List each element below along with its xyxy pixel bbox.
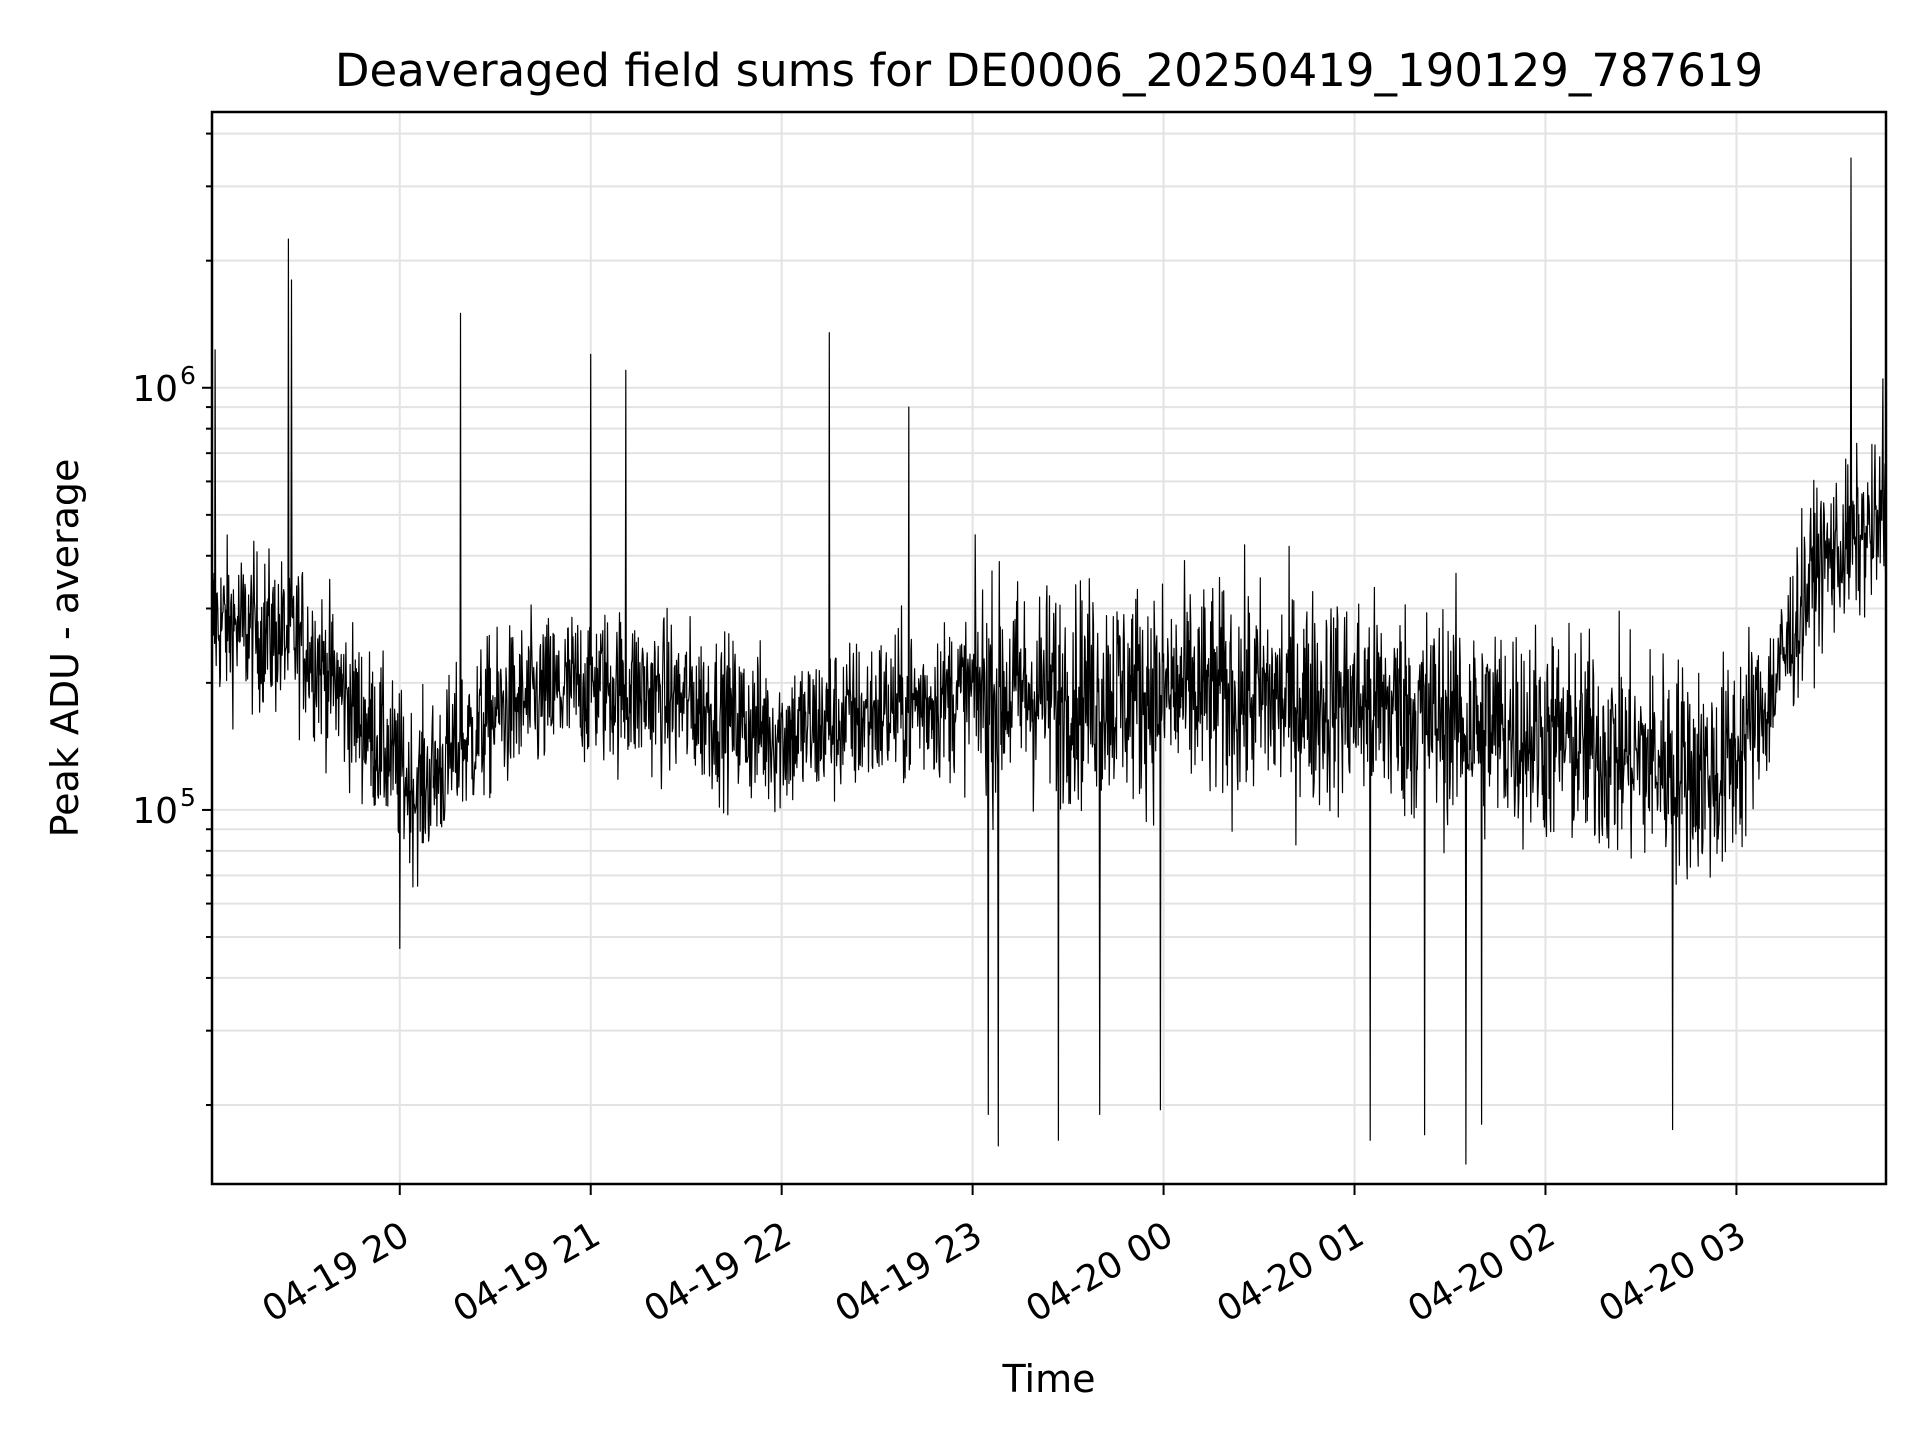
- chart-title: Deaveraged field sums for DE0006_2025041…: [335, 44, 1763, 97]
- x-axis-label: Time: [1002, 1357, 1096, 1401]
- y-tick-exponent: 5: [180, 783, 196, 812]
- y-tick-label: 10: [132, 791, 178, 832]
- series-line: [211, 157, 1887, 1165]
- plot-frame: [210, 110, 1888, 1186]
- y-axis-label: Peak ADU - average: [43, 459, 87, 838]
- y-tick-label: 10: [132, 369, 178, 410]
- series-layer: [211, 157, 1887, 1165]
- y-tick-exponent: 6: [180, 361, 196, 390]
